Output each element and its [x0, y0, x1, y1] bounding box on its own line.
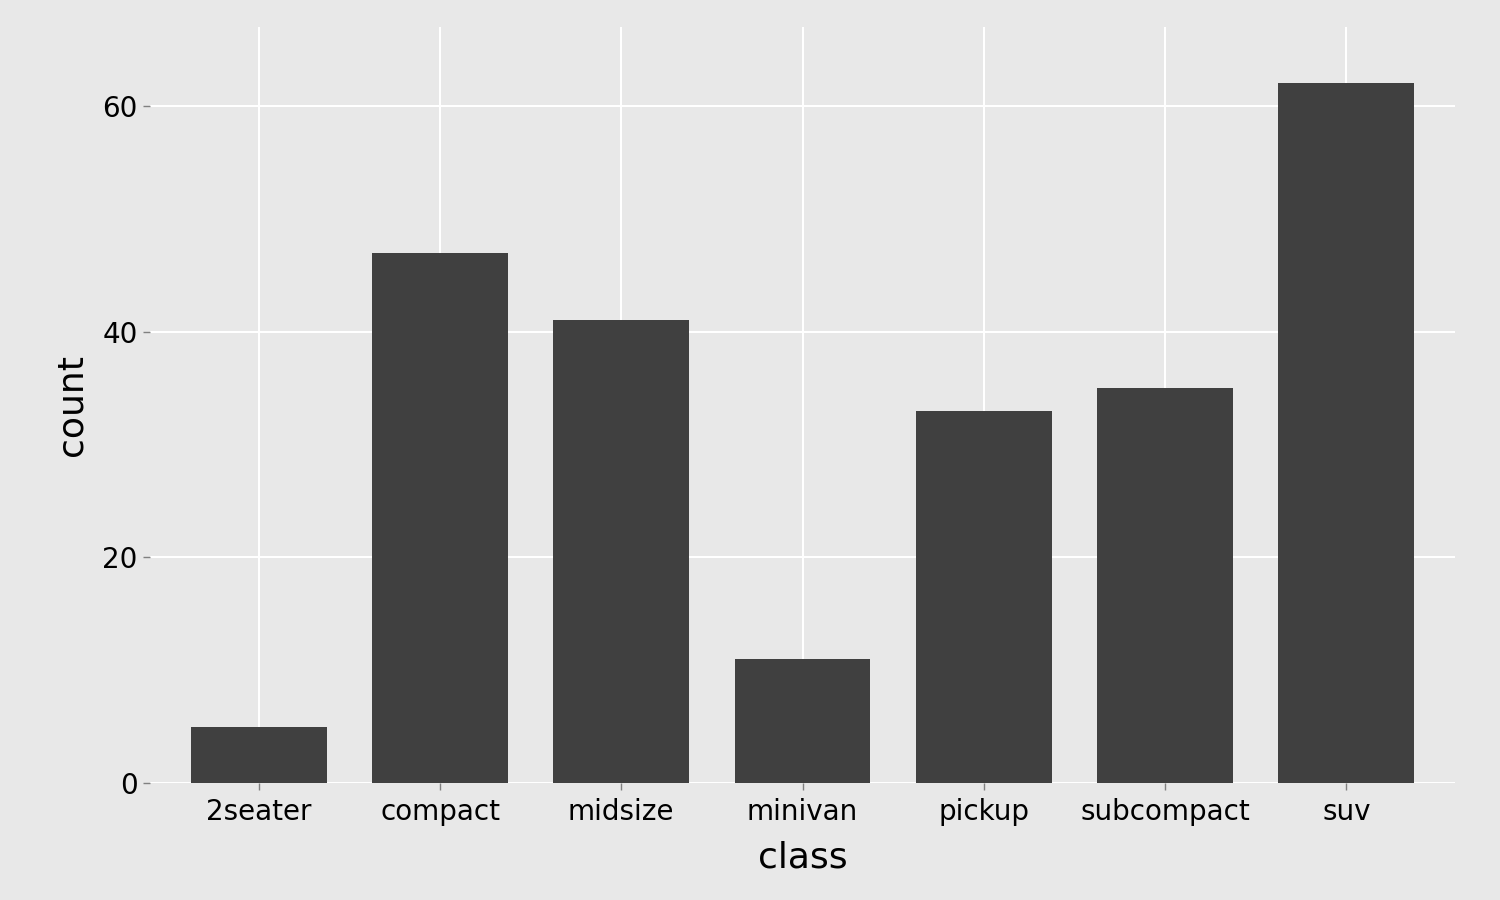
Bar	[554, 320, 688, 783]
Bar	[1096, 388, 1233, 783]
X-axis label: class: class	[758, 841, 847, 874]
Y-axis label: count: count	[54, 354, 88, 456]
Bar	[916, 410, 1052, 783]
Bar	[372, 253, 508, 783]
Bar	[1278, 84, 1414, 783]
Bar	[190, 726, 327, 783]
Bar	[735, 659, 870, 783]
